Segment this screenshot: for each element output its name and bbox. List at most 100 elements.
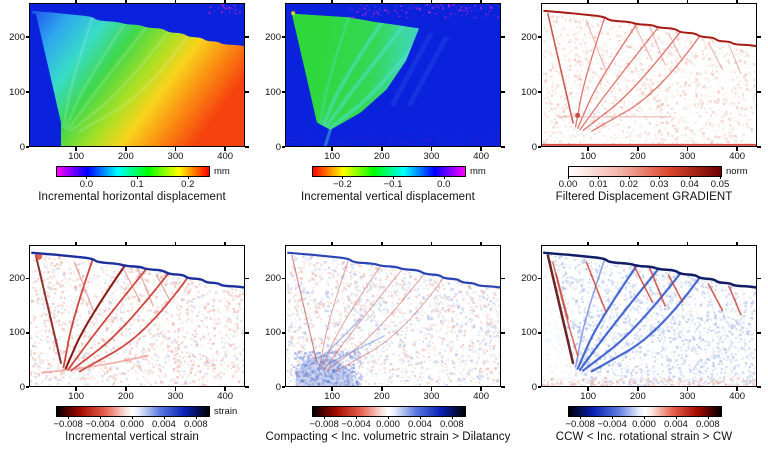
colorbar-tick [443,176,445,179]
x-tick-label: 200 [117,391,134,402]
y-axis-tick [537,386,541,388]
x-axis-tick [174,0,177,3]
x-axis-tick [174,241,177,245]
colorbar-tick [675,416,677,419]
panel-incremental-vertical-displacement: mm Incremental vertical displacement 100… [257,0,511,224]
y-axis-tick [281,332,285,334]
x-axis-tick [381,0,383,3]
x-axis-tick [75,387,77,391]
y-tick-label: 0 [19,381,25,393]
x-tick-label: 400 [729,391,746,402]
x-axis-tick [430,147,433,151]
x-axis-tick [224,387,226,391]
x-axis-tick [125,147,127,151]
colorbar-tick-label: 0.01 [589,179,608,190]
x-axis-tick [125,241,127,245]
panel-title: Incremental vertical strain [65,431,199,443]
colorbar-tick-label: 0.000 [632,419,656,430]
x-tick-label: 300 [167,391,184,402]
x-tick-label: 100 [68,151,85,162]
colorbar-gradient [313,167,465,176]
y-axis-tick [537,332,541,334]
colorbar-tick [720,176,721,179]
panel-incremental-volumetric-strain: Compacting < Inc. volumetric strain > Di… [257,225,511,449]
y-axis-tick [501,332,505,334]
x-axis-tick [224,147,226,151]
colorbar-tick [393,176,395,179]
x-axis-tick [637,241,639,245]
x-tick-label: 300 [679,151,696,162]
x-tick-label: 100 [580,391,597,402]
panel-title: CCW < Inc. rotational strain > CW [555,431,733,443]
y-axis-tick [245,36,249,38]
x-tick-label: 300 [679,391,696,402]
x-axis-tick [331,0,333,3]
y-axis-tick [245,91,249,93]
x-axis-tick [75,0,77,3]
x-tick-label: 200 [373,391,390,402]
colorbar-tick-label: 0.0 [437,179,451,190]
heatmap-plot-canvas [29,245,245,387]
y-axis-tick [537,277,541,280]
y-axis-tick [25,386,29,388]
y-axis-tick [281,146,285,148]
colorbar-tick [68,416,70,419]
x-axis-tick [736,387,738,391]
x-axis-tick [587,147,589,151]
x-axis-tick [686,387,689,391]
x-axis-tick [75,241,77,245]
colorbar-tick [137,176,139,179]
y-tick-label: 200 [521,31,537,43]
y-axis-tick [25,146,29,148]
x-axis-tick [637,147,639,151]
heatmap-plot-canvas [285,3,501,147]
panel-incremental-vertical-strain: strain Incremental vertical strain 100 20… [1,225,255,449]
x-axis-tick [480,241,482,245]
y-axis-tick [245,332,249,334]
y-axis-tick [25,36,29,38]
x-axis-tick [686,241,689,245]
colorbar-gradient [57,167,209,176]
y-tick-label: 0 [19,141,25,153]
x-axis-tick [125,387,127,391]
colorbar-tick-label: 0.03 [649,179,669,190]
colorbar-tick-label: −0.004 [597,419,627,430]
panel-incremental-horizontal-displacement: mm Incremental horizontal displacement 1… [1,0,255,224]
y-axis-tick [501,36,505,38]
x-tick-label: 200 [629,151,646,162]
colorbar [312,406,466,417]
y-tick-label: 200 [9,273,25,285]
colorbar-unit-label: norm [726,166,748,177]
y-tick-label: 0 [531,141,537,153]
y-axis-tick [281,91,285,93]
y-axis-tick [25,277,29,280]
x-tick-label: 100 [580,151,597,162]
x-axis-tick [125,0,127,3]
y-axis-tick [501,146,505,148]
colorbar-tick-label: 0.008 [183,419,208,430]
colorbar-unit-label: mm [470,166,486,177]
x-axis-tick [736,0,738,3]
x-axis-tick [686,0,689,3]
x-tick-label: 200 [629,391,646,402]
y-axis-tick [501,277,505,280]
x-axis-tick [381,387,383,391]
colorbar [568,406,722,417]
x-axis-tick [381,241,383,245]
x-axis-tick [637,387,639,391]
y-axis-tick [245,146,249,148]
colorbar-tick [628,176,630,179]
colorbar-unit-label: mm [214,166,230,177]
colorbar-tick [195,416,197,419]
x-axis-tick [430,387,433,391]
colorbar-tick-label: 0.004 [408,419,432,430]
heatmap-plot-canvas [285,245,501,387]
colorbar-tick-label: −0.008 [565,419,595,430]
colorbar-tick-label: 0.04 [680,179,699,190]
heatmap-plot-canvas [541,245,757,387]
colorbar-tick [187,176,189,179]
colorbar-gradient [569,167,721,176]
y-axis-tick [25,332,29,334]
y-axis-tick [757,386,761,388]
x-tick-label: 300 [423,391,440,402]
